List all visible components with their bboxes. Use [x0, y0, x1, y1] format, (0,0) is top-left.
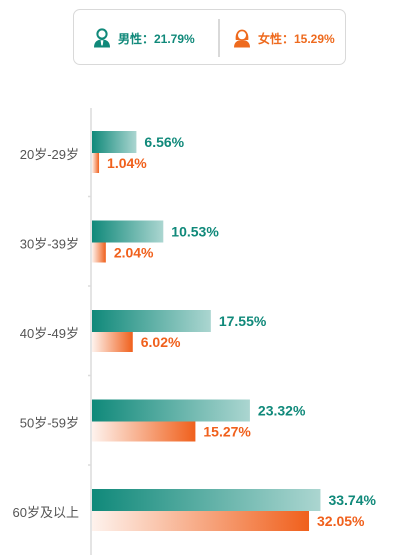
bar-female — [92, 153, 100, 173]
category-label: 50岁-59岁 — [20, 416, 79, 431]
data-label-male: 23.32% — [258, 403, 306, 419]
data-label-female: 1.04% — [107, 155, 147, 171]
data-label-male: 10.53% — [171, 224, 219, 240]
legend-divider — [218, 19, 220, 57]
legend-female: 女性：15.29% — [232, 10, 335, 66]
category-label: 60岁及以上 — [13, 505, 79, 520]
data-label-male: 6.56% — [144, 134, 184, 150]
data-label-male: 17.55% — [219, 313, 267, 329]
category-label: 30岁-39岁 — [20, 237, 79, 252]
bar-female — [92, 242, 106, 263]
bar-male — [92, 220, 164, 243]
bar-female — [92, 511, 310, 531]
legend-female-label: 女性：15.29% — [258, 31, 335, 46]
male-person-icon — [94, 28, 110, 48]
bar-male — [92, 489, 321, 511]
data-label-female: 6.02% — [141, 334, 181, 350]
data-label-male: 33.74% — [328, 492, 376, 508]
category-label: 40岁-49岁 — [20, 326, 79, 341]
bar-male — [92, 131, 137, 153]
bar-male — [92, 399, 250, 422]
legend: 男性：21.79% 女性：15.29% — [73, 9, 346, 65]
data-label-female: 32.05% — [317, 513, 365, 529]
category-label: 20岁-29岁 — [20, 147, 79, 162]
bar-female — [92, 332, 133, 352]
bar-male — [92, 310, 211, 332]
bar-female — [92, 421, 196, 442]
female-person-icon — [234, 29, 250, 48]
data-label-female: 15.27% — [203, 424, 251, 440]
legend-male-label: 男性：21.79% — [118, 31, 195, 46]
data-label-female: 2.04% — [114, 245, 154, 261]
legend-male: 男性：21.79% — [92, 10, 195, 66]
